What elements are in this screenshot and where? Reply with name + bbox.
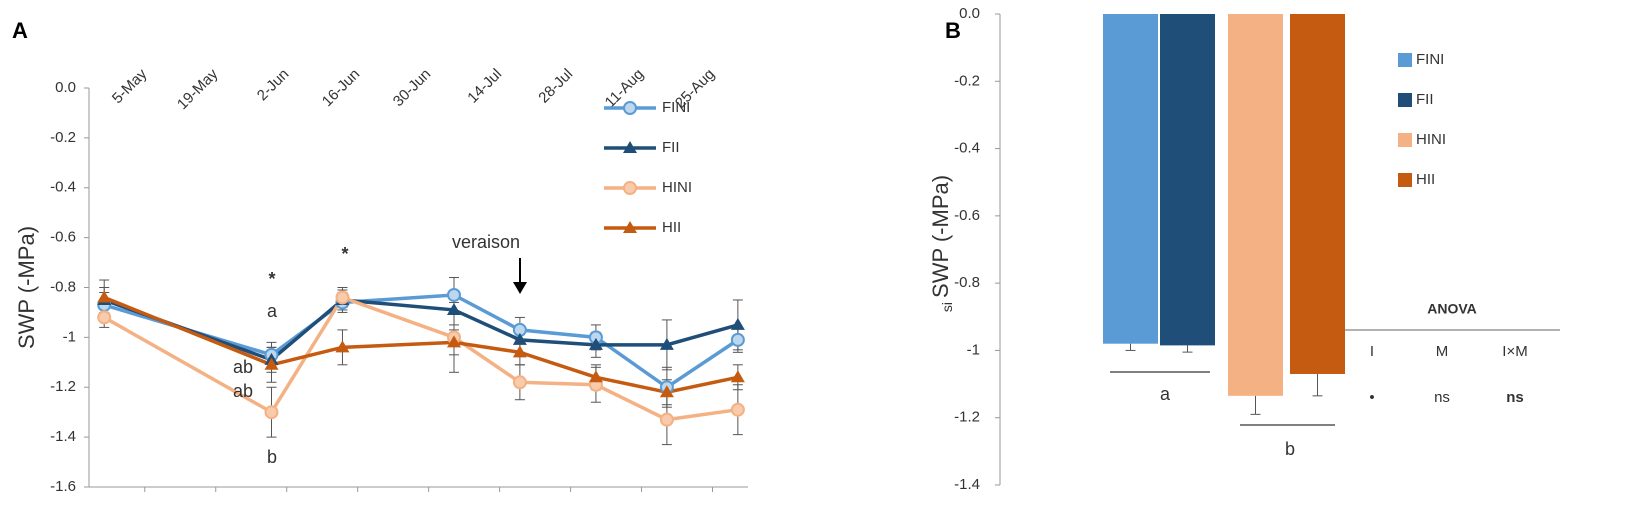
annotation: b xyxy=(267,447,277,467)
y-tick-label: -0.4 xyxy=(50,179,76,196)
marker xyxy=(659,385,674,398)
marker xyxy=(335,340,350,353)
marker xyxy=(512,332,527,345)
bar xyxy=(1103,14,1158,344)
y-tick-label: -0.8 xyxy=(50,278,76,295)
series-line xyxy=(103,295,739,422)
panel-label: A xyxy=(12,18,28,43)
legend-marker xyxy=(623,141,637,153)
legend-marker xyxy=(623,101,637,115)
y-tick-label: 0.0 xyxy=(55,79,76,96)
error-bar xyxy=(1125,343,1136,351)
series-line xyxy=(103,293,739,390)
legend-marker xyxy=(623,181,637,195)
anova-header: I xyxy=(1370,343,1374,360)
x-tick-label: 30-Jun xyxy=(390,66,434,110)
bar xyxy=(1290,14,1345,374)
error-bar xyxy=(1312,373,1323,397)
legend-label: HINI xyxy=(662,179,692,196)
marker xyxy=(97,310,112,325)
legend-label: HII xyxy=(662,219,681,236)
x-tick-label: 14-Jul xyxy=(464,66,505,107)
y-tick-label: -1 xyxy=(63,328,76,345)
x-tick-label: 2-Jun xyxy=(254,66,293,105)
anova-header: I×M xyxy=(1502,343,1527,360)
bar xyxy=(1228,14,1283,396)
marker xyxy=(264,357,279,370)
marker xyxy=(97,290,112,303)
y-axis-subscript: si xyxy=(939,302,955,312)
y-tick-label: -0.8 xyxy=(954,274,980,291)
x-tick-label: 28-Jul xyxy=(535,66,576,107)
marker xyxy=(659,412,674,427)
y-tick-label: -1 xyxy=(967,341,980,358)
y-tick-label: -0.2 xyxy=(954,72,980,89)
arrow-head xyxy=(513,282,527,294)
bar xyxy=(1160,14,1215,346)
marker xyxy=(512,375,527,390)
annotation: * xyxy=(341,244,348,264)
error-bar xyxy=(1250,395,1261,415)
marker xyxy=(588,337,603,350)
x-tick-label: 19-May xyxy=(174,65,222,113)
anova-value: • xyxy=(1369,389,1374,406)
legend-label: FII xyxy=(1416,91,1434,108)
legend-swatch xyxy=(1398,93,1412,107)
y-tick-label: -1.4 xyxy=(50,428,76,445)
legend-swatch xyxy=(1398,173,1412,187)
anova-title: ANOVA xyxy=(1427,301,1477,317)
y-tick-label: -0.4 xyxy=(954,140,980,157)
legend-marker xyxy=(623,221,637,233)
marker xyxy=(446,302,461,315)
legend-label: HII xyxy=(1416,171,1435,188)
series-line xyxy=(103,295,739,395)
x-tick-label: 5-May xyxy=(109,65,151,107)
legend-swatch xyxy=(1398,133,1412,147)
marker xyxy=(730,370,745,383)
marker xyxy=(730,402,745,417)
anova-value: ns xyxy=(1434,389,1450,406)
group-label: b xyxy=(1285,439,1295,459)
y-tick-label: -0.2 xyxy=(50,129,76,146)
legend-label: FINI xyxy=(662,99,690,116)
group-label: a xyxy=(1160,384,1171,404)
x-tick-label: 16-Jun xyxy=(319,66,363,110)
marker xyxy=(659,337,674,350)
marker xyxy=(588,370,603,383)
marker xyxy=(730,332,745,347)
annotation: veraison xyxy=(452,232,520,252)
marker xyxy=(446,335,461,348)
annotation: a xyxy=(267,301,278,321)
legend-label: FINI xyxy=(1416,51,1444,68)
y-axis-label: si SWP (-MPa) xyxy=(928,175,955,312)
marker xyxy=(512,345,527,358)
y-tick-label: -0.6 xyxy=(954,207,980,224)
y-tick-label: -0.6 xyxy=(50,229,76,246)
y-tick-label: 0.0 xyxy=(959,5,980,22)
y-tick-label: -1.6 xyxy=(50,478,76,495)
marker xyxy=(264,405,279,420)
marker xyxy=(335,290,350,305)
marker xyxy=(446,287,461,302)
anova-value: ns xyxy=(1506,389,1524,406)
annotation: ab xyxy=(233,381,253,401)
panel-label: B xyxy=(945,18,961,43)
anova-header: M xyxy=(1436,343,1449,360)
legend-swatch xyxy=(1398,53,1412,67)
error-bar xyxy=(1182,345,1193,353)
annotation: * xyxy=(268,269,275,289)
y-tick-label: -1.4 xyxy=(954,476,980,493)
y-axis-label: SWP (-MPa) xyxy=(14,226,39,349)
annotation: ab xyxy=(233,357,253,377)
marker xyxy=(730,317,745,330)
y-tick-label: -1.2 xyxy=(954,409,980,426)
legend-label: HINI xyxy=(1416,131,1446,148)
y-tick-label: -1.2 xyxy=(50,378,76,395)
series-line xyxy=(103,298,739,362)
y-axis-label-text: SWP (-MPa) xyxy=(928,175,953,298)
legend-label: FII xyxy=(662,139,680,156)
